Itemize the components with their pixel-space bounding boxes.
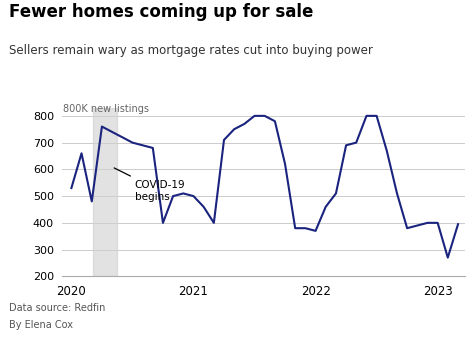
Text: Fewer homes coming up for sale: Fewer homes coming up for sale (9, 3, 314, 21)
Text: Sellers remain wary as mortgage rates cut into buying power: Sellers remain wary as mortgage rates cu… (9, 44, 374, 57)
Text: Data source: Redfin: Data source: Redfin (9, 303, 106, 313)
Text: COVID-19
begins: COVID-19 begins (114, 168, 185, 202)
Bar (93, 108, 117, 276)
Text: 800K new listings: 800K new listings (63, 104, 149, 114)
Text: By Elena Cox: By Elena Cox (9, 320, 73, 330)
